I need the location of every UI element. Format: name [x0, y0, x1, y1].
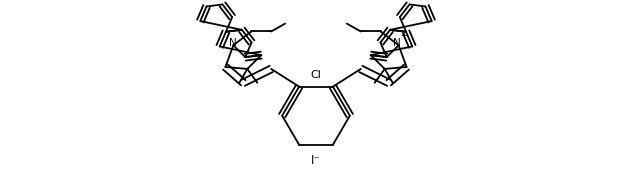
Text: N: N	[392, 38, 401, 48]
Text: N: N	[229, 38, 237, 48]
Text: I⁻: I⁻	[311, 155, 321, 168]
Text: Cl: Cl	[310, 70, 322, 80]
Text: +: +	[400, 31, 407, 40]
